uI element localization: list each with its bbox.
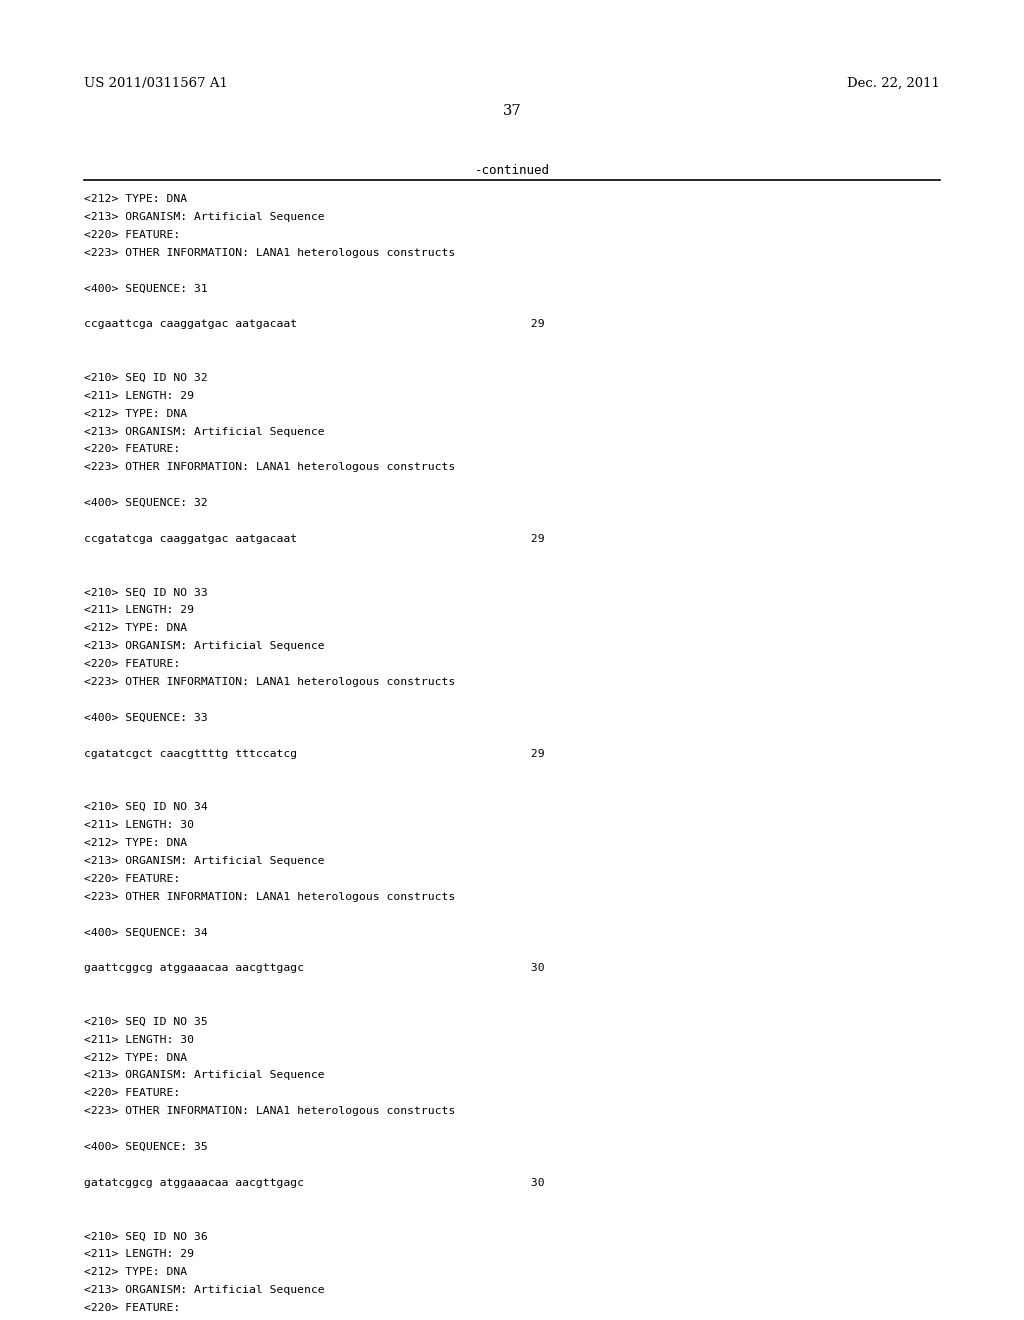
Text: gaattcggcg atggaaacaa aacgttgagc                                 30: gaattcggcg atggaaacaa aacgttgagc 30 xyxy=(84,964,545,973)
Text: <210> SEQ ID NO 36: <210> SEQ ID NO 36 xyxy=(84,1232,208,1241)
Text: <223> OTHER INFORMATION: LANA1 heterologous constructs: <223> OTHER INFORMATION: LANA1 heterolog… xyxy=(84,248,456,257)
Text: <210> SEQ ID NO 33: <210> SEQ ID NO 33 xyxy=(84,587,208,598)
Text: gatatcggcg atggaaacaa aacgttgagc                                 30: gatatcggcg atggaaacaa aacgttgagc 30 xyxy=(84,1177,545,1188)
Text: Dec. 22, 2011: Dec. 22, 2011 xyxy=(847,77,940,90)
Text: <213> ORGANISM: Artificial Sequence: <213> ORGANISM: Artificial Sequence xyxy=(84,1071,325,1081)
Text: US 2011/0311567 A1: US 2011/0311567 A1 xyxy=(84,77,228,90)
Text: <220> FEATURE:: <220> FEATURE: xyxy=(84,1088,180,1098)
Text: <213> ORGANISM: Artificial Sequence: <213> ORGANISM: Artificial Sequence xyxy=(84,642,325,651)
Text: <400> SEQUENCE: 33: <400> SEQUENCE: 33 xyxy=(84,713,208,723)
Text: <400> SEQUENCE: 31: <400> SEQUENCE: 31 xyxy=(84,284,208,293)
Text: <220> FEATURE:: <220> FEATURE: xyxy=(84,659,180,669)
Text: ccgaattcga caaggatgac aatgacaat                                  29: ccgaattcga caaggatgac aatgacaat 29 xyxy=(84,319,545,329)
Text: <213> ORGANISM: Artificial Sequence: <213> ORGANISM: Artificial Sequence xyxy=(84,213,325,222)
Text: <212> TYPE: DNA: <212> TYPE: DNA xyxy=(84,623,187,634)
Text: <213> ORGANISM: Artificial Sequence: <213> ORGANISM: Artificial Sequence xyxy=(84,855,325,866)
Text: <212> TYPE: DNA: <212> TYPE: DNA xyxy=(84,409,187,418)
Text: <211> LENGTH: 29: <211> LENGTH: 29 xyxy=(84,606,194,615)
Text: <212> TYPE: DNA: <212> TYPE: DNA xyxy=(84,1267,187,1278)
Text: <213> ORGANISM: Artificial Sequence: <213> ORGANISM: Artificial Sequence xyxy=(84,426,325,437)
Text: <400> SEQUENCE: 32: <400> SEQUENCE: 32 xyxy=(84,498,208,508)
Text: <223> OTHER INFORMATION: LANA1 heterologous constructs: <223> OTHER INFORMATION: LANA1 heterolog… xyxy=(84,677,456,686)
Text: <220> FEATURE:: <220> FEATURE: xyxy=(84,874,180,883)
Text: <223> OTHER INFORMATION: LANA1 heterologous constructs: <223> OTHER INFORMATION: LANA1 heterolog… xyxy=(84,891,456,902)
Text: <213> ORGANISM: Artificial Sequence: <213> ORGANISM: Artificial Sequence xyxy=(84,1286,325,1295)
Text: <211> LENGTH: 30: <211> LENGTH: 30 xyxy=(84,1035,194,1044)
Text: <400> SEQUENCE: 35: <400> SEQUENCE: 35 xyxy=(84,1142,208,1152)
Text: <220> FEATURE:: <220> FEATURE: xyxy=(84,1303,180,1313)
Text: <400> SEQUENCE: 34: <400> SEQUENCE: 34 xyxy=(84,928,208,937)
Text: <210> SEQ ID NO 34: <210> SEQ ID NO 34 xyxy=(84,803,208,812)
Text: <220> FEATURE:: <220> FEATURE: xyxy=(84,445,180,454)
Text: <210> SEQ ID NO 35: <210> SEQ ID NO 35 xyxy=(84,1016,208,1027)
Text: <211> LENGTH: 29: <211> LENGTH: 29 xyxy=(84,391,194,401)
Text: 37: 37 xyxy=(503,104,521,117)
Text: <211> LENGTH: 29: <211> LENGTH: 29 xyxy=(84,1249,194,1259)
Text: <220> FEATURE:: <220> FEATURE: xyxy=(84,230,180,240)
Text: ccgatatcga caaggatgac aatgacaat                                  29: ccgatatcga caaggatgac aatgacaat 29 xyxy=(84,533,545,544)
Text: <211> LENGTH: 30: <211> LENGTH: 30 xyxy=(84,820,194,830)
Text: <212> TYPE: DNA: <212> TYPE: DNA xyxy=(84,838,187,847)
Text: -continued: -continued xyxy=(474,164,550,177)
Text: <223> OTHER INFORMATION: LANA1 heterologous constructs: <223> OTHER INFORMATION: LANA1 heterolog… xyxy=(84,1106,456,1117)
Text: <212> TYPE: DNA: <212> TYPE: DNA xyxy=(84,1052,187,1063)
Text: cgatatcgct caacgttttg tttccatcg                                  29: cgatatcgct caacgttttg tttccatcg 29 xyxy=(84,748,545,759)
Text: <212> TYPE: DNA: <212> TYPE: DNA xyxy=(84,194,187,205)
Text: <210> SEQ ID NO 32: <210> SEQ ID NO 32 xyxy=(84,372,208,383)
Text: <223> OTHER INFORMATION: LANA1 heterologous constructs: <223> OTHER INFORMATION: LANA1 heterolog… xyxy=(84,462,456,473)
